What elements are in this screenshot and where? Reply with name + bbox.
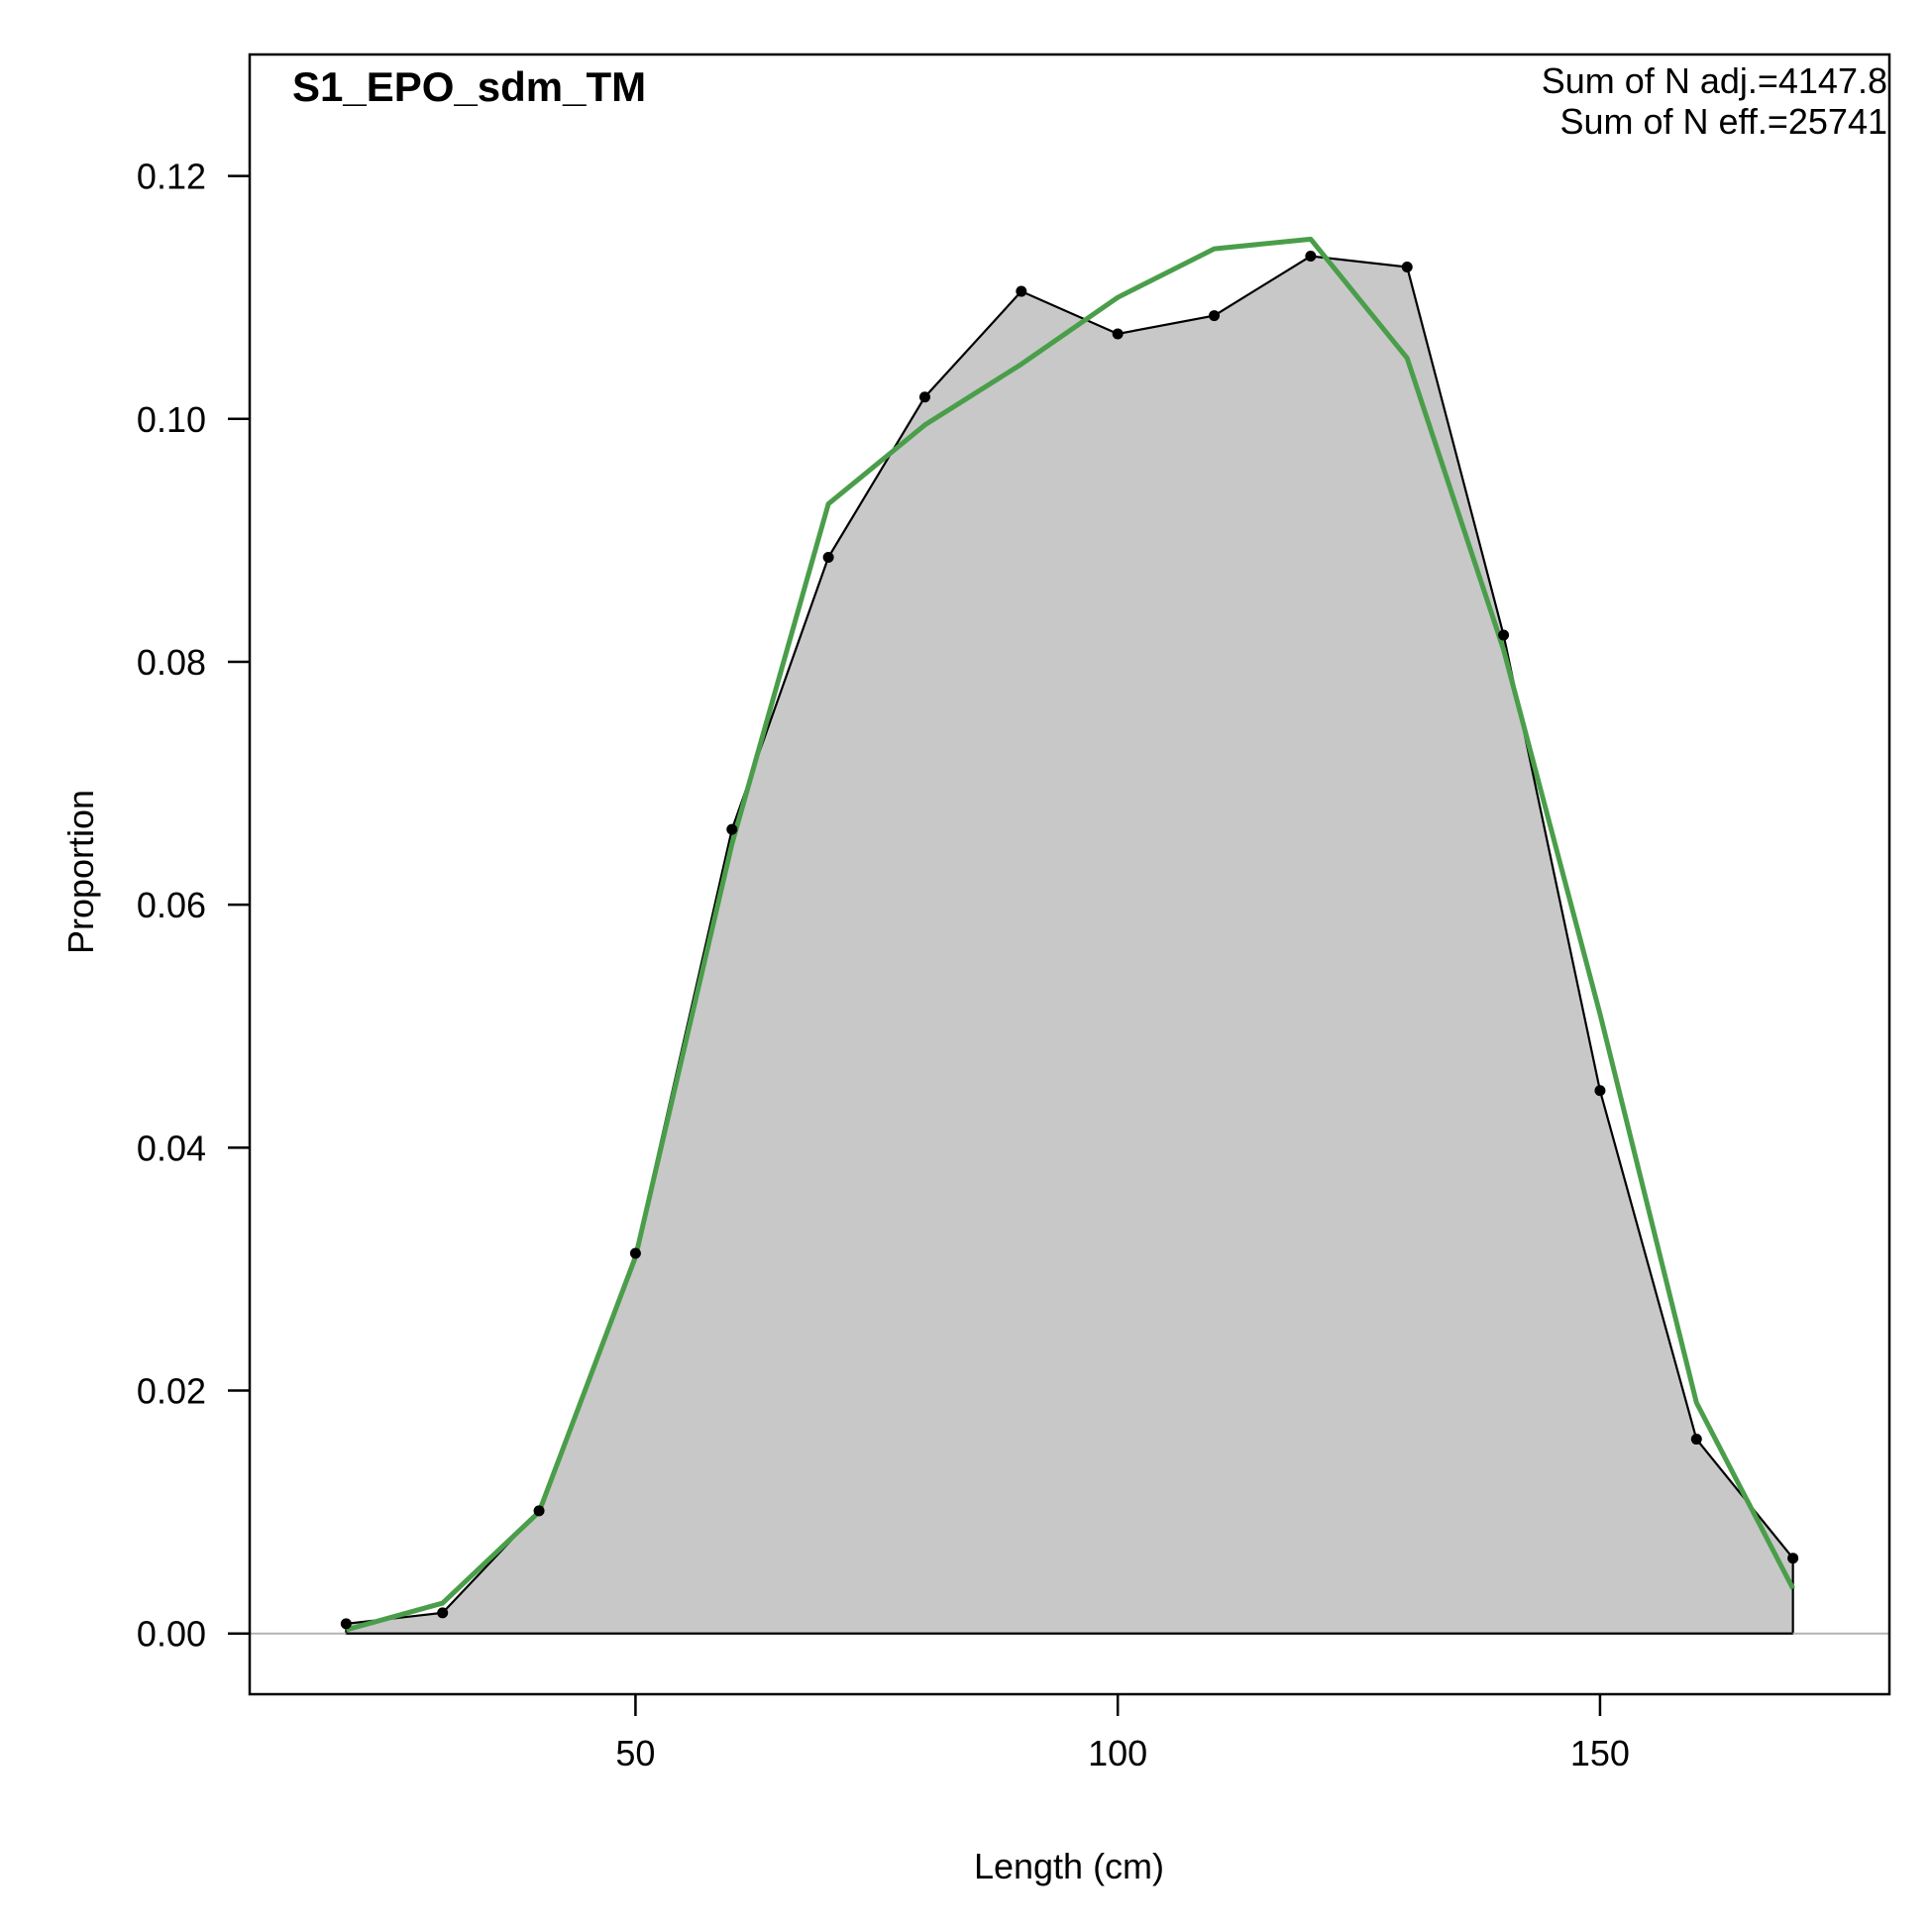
y-tick-label: 0.10 — [137, 399, 206, 440]
observed-point — [1401, 262, 1413, 273]
observed-point — [629, 1247, 641, 1259]
observed-area — [345, 255, 1794, 1635]
observed-point — [1787, 1553, 1799, 1564]
expected-line — [345, 236, 1795, 1633]
y-axis-title: Proportion — [60, 790, 101, 954]
observed-point — [1498, 629, 1510, 641]
plot-frame — [248, 53, 1891, 1696]
y-tick-label: 0.06 — [137, 885, 206, 925]
observed-point — [1594, 1085, 1606, 1097]
axes-layer: 50 100 150 0.00 0.02 0.04 0.06 0.08 0.10 0.12 — [137, 157, 1630, 1773]
annotation-n-adj: Sum of N adj.=4147.8 — [1542, 60, 1887, 101]
observed-point — [1112, 328, 1124, 340]
y-tick-label: 0.00 — [137, 1614, 206, 1655]
x-tick-label: 100 — [1088, 1733, 1147, 1773]
observed-point — [1016, 285, 1027, 297]
observed-point — [340, 1618, 352, 1630]
x-tick-label: 150 — [1570, 1733, 1630, 1773]
observed-point — [726, 823, 738, 835]
series-lines-layer — [345, 236, 1795, 1633]
x-tick-label: 50 — [615, 1733, 655, 1773]
y-tick-label: 0.02 — [137, 1371, 206, 1412]
observed-point — [1690, 1434, 1702, 1446]
y-tick-label: 0.04 — [137, 1127, 206, 1168]
observed-point — [918, 391, 930, 403]
y-tick-label: 0.12 — [137, 157, 206, 197]
panel-title: S1_EPO_sdm_TM — [292, 63, 646, 110]
observed-point — [822, 552, 834, 564]
observed-point — [1305, 251, 1317, 263]
y-tick-label: 0.08 — [137, 642, 206, 683]
observed-area-layer — [345, 255, 1794, 1635]
observed-points-layer — [340, 251, 1799, 1630]
annotation-n-eff: Sum of N eff.=25741 — [1559, 101, 1887, 142]
observed-point — [533, 1505, 545, 1517]
observed-point — [1209, 310, 1221, 322]
observed-point — [437, 1607, 449, 1619]
x-axis-title: Length (cm) — [974, 1846, 1164, 1886]
